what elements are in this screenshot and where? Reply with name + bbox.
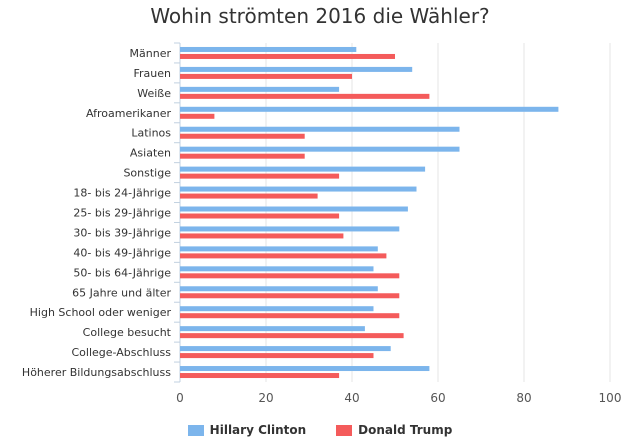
y-tick-label: 50- bis 64-Jährige [73,266,171,279]
bar-clinton [180,166,426,172]
bar-clinton [180,126,460,132]
x-tick-label: 40 [344,391,359,405]
y-tick-label: 18- bis 24-Jährige [73,187,171,200]
legend-swatch-clinton [187,424,204,436]
y-tick-label: High School oder weniger [30,306,172,319]
bar-trump [180,53,395,59]
bar-trump [180,153,305,159]
bar-trump [180,173,340,179]
bar-trump [180,353,374,359]
y-tick-label: Höherer Bildungsabschluss [22,366,171,379]
bar-clinton [180,246,378,252]
bar-trump [180,313,400,319]
legend-item-trump[interactable]: Donald Trump [336,423,452,437]
y-tick-label: Frauen [133,67,171,80]
bar-trump [180,193,318,199]
y-tick-label: 65 Jahre und älter [72,286,171,299]
y-tick-label: College-Abschluss [71,346,171,359]
y-tick-label: College besucht [83,326,172,339]
bar-trump [180,73,352,79]
bar-trump [180,253,387,259]
bar-trump [180,133,305,139]
legend-label-trump: Donald Trump [358,423,453,437]
y-tick-label: Sonstige [123,167,171,180]
bar-trump [180,233,344,239]
bar-clinton [180,46,357,52]
x-tick-label: 60 [430,391,445,405]
y-tick-label: Latinos [131,127,171,140]
bar-trump [180,213,340,219]
bar-clinton [180,226,400,232]
bar-clinton [180,286,378,292]
bar-clinton [180,346,391,352]
x-tick-label: 80 [516,391,531,405]
legend-swatch-trump [336,424,353,436]
y-tick-label: 30- bis 39-Jährige [73,226,171,239]
bar-trump [180,113,215,119]
bar-clinton [180,66,413,72]
bar-clinton [180,106,559,112]
bar-clinton [180,306,374,312]
bar-trump [180,273,400,279]
bar-clinton [180,86,340,92]
bar-clinton [180,186,417,192]
x-tick-label: 0 [176,391,184,405]
bar-clinton [180,266,374,272]
chart-title: Wohin strömten 2016 die Wähler? [150,4,490,28]
bar-trump [180,333,404,339]
bar-clinton [180,206,408,212]
bar-trump [180,93,430,99]
bar-clinton [180,326,365,332]
bar-clinton [180,366,430,372]
bar-trump [180,293,400,299]
y-tick-label: Afroamerikaner [86,107,171,120]
y-tick-label: 40- bis 49-Jährige [73,246,171,259]
x-tick-label: 20 [258,391,273,405]
bar-trump [180,373,340,379]
y-tick-label: Asiaten [130,147,171,160]
bar-clinton [180,146,460,152]
y-tick-label: 25- bis 29-Jährige [73,207,171,220]
y-tick-label: Weiße [137,87,171,100]
legend-item-clinton[interactable]: Hillary Clinton [187,423,307,437]
x-tick-label: 100 [599,391,622,405]
legend-label-clinton: Hillary Clinton [209,423,307,437]
y-tick-label: Männer [130,47,172,60]
chart-legend: Hillary Clinton Donald Trump [0,423,640,437]
